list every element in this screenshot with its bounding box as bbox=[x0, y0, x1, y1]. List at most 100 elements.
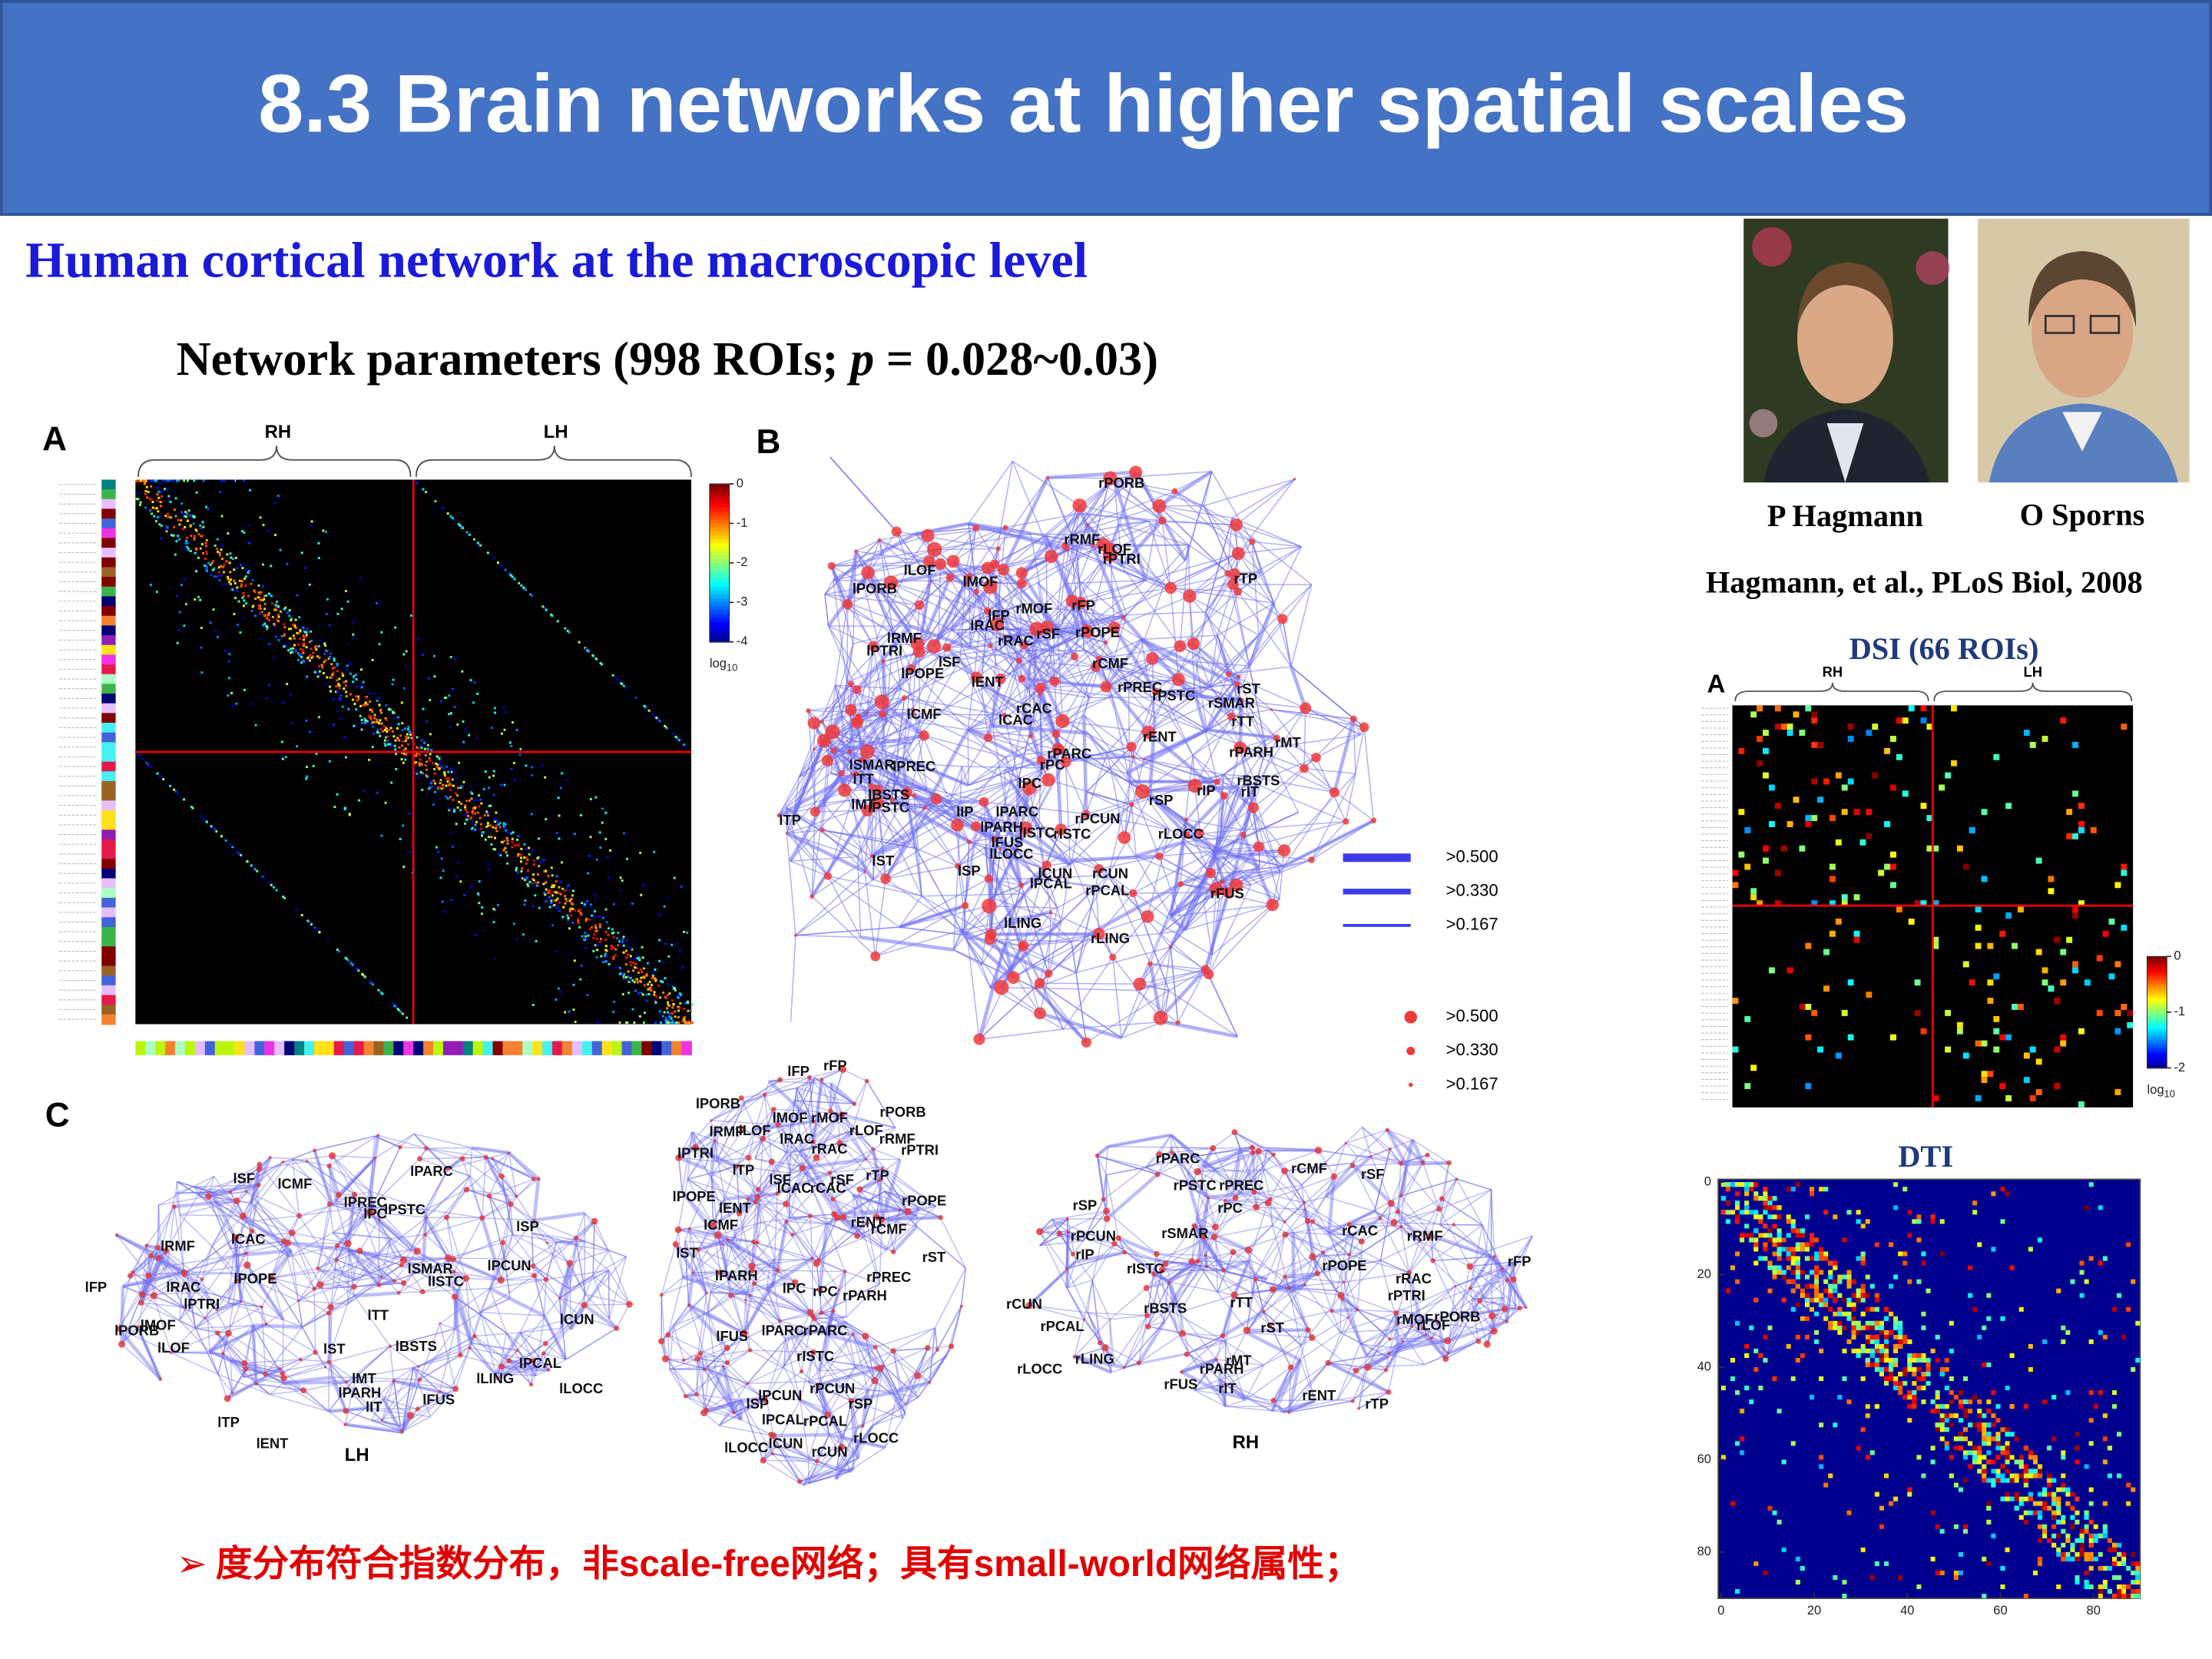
matrix-cell bbox=[1986, 1432, 1992, 1437]
matrix-cell bbox=[2098, 1205, 2103, 1210]
matrix-cell bbox=[2065, 1487, 2071, 1492]
matrix-cell bbox=[257, 607, 260, 610]
matrix-cell bbox=[253, 589, 256, 592]
matrix-cell bbox=[1907, 1487, 1912, 1492]
matrix-cell bbox=[175, 540, 178, 543]
matrix-cell bbox=[604, 811, 608, 814]
matrix-cell bbox=[1902, 1339, 1908, 1344]
matrix-cell bbox=[394, 739, 397, 742]
colorbar-segment bbox=[709, 622, 730, 628]
matrix-cell bbox=[279, 548, 282, 551]
matrix-cell bbox=[674, 1015, 677, 1018]
matrix-cell bbox=[2093, 1404, 2098, 1409]
matrix-cell bbox=[137, 492, 140, 495]
matrix-cell bbox=[1883, 1339, 1889, 1344]
matrix-cell bbox=[1767, 1505, 1773, 1511]
matrix-cell bbox=[538, 837, 540, 840]
matrix-cell bbox=[298, 637, 301, 641]
matrix-cell bbox=[1982, 1422, 1987, 1428]
matrix-cell bbox=[1767, 1214, 1773, 1220]
matrix-cell bbox=[1781, 1247, 1786, 1252]
matrix-cell bbox=[360, 686, 363, 689]
matrix-cell bbox=[531, 773, 534, 777]
matrix-cell bbox=[636, 957, 639, 960]
roi-strip bbox=[641, 1041, 653, 1055]
network-edge bbox=[1018, 628, 1041, 688]
matrix-cell bbox=[621, 993, 624, 995]
matrix-cell bbox=[1823, 1256, 1829, 1261]
network-edge bbox=[831, 548, 935, 567]
matrix-cell bbox=[1720, 1455, 1726, 1460]
matrix-cell bbox=[406, 728, 409, 730]
matrix-cell bbox=[641, 993, 644, 996]
matrix-cell bbox=[346, 664, 349, 667]
network-edge bbox=[885, 866, 959, 879]
matrix-cell bbox=[2023, 1052, 2030, 1059]
matrix-cell bbox=[260, 599, 263, 602]
matrix-cell bbox=[453, 810, 455, 813]
matrix-cell bbox=[296, 631, 299, 634]
matrix-cell bbox=[362, 704, 365, 707]
matrix-cell bbox=[410, 737, 413, 740]
matrix-cell bbox=[355, 678, 358, 681]
matrix-cell bbox=[502, 706, 505, 709]
matrix-cell bbox=[244, 568, 247, 571]
colorbar-segment bbox=[2147, 1059, 2167, 1064]
matrix-cell bbox=[328, 655, 331, 658]
matrix-cell bbox=[432, 762, 434, 765]
matrix-cell bbox=[2102, 1533, 2108, 1538]
matrix-cell bbox=[504, 823, 507, 826]
matrix-cell bbox=[345, 667, 348, 671]
matrix-cell bbox=[1763, 1247, 1768, 1252]
matrix-cell bbox=[389, 743, 392, 746]
matrix-cell bbox=[464, 806, 467, 809]
matrix-cell bbox=[299, 629, 302, 632]
matrix-cell bbox=[671, 1020, 674, 1023]
matrix-cell bbox=[621, 879, 624, 882]
matrix-cell bbox=[183, 578, 186, 581]
matrix-cell bbox=[663, 1011, 666, 1014]
matrix-cell bbox=[295, 648, 298, 651]
matrix-cell bbox=[1991, 1478, 1996, 1483]
matrix-cell bbox=[535, 940, 538, 942]
matrix-cell bbox=[186, 541, 189, 545]
matrix-cell bbox=[376, 730, 379, 733]
matrix-cell bbox=[634, 989, 637, 992]
roi-strip bbox=[101, 742, 116, 753]
matrix-cell bbox=[1780, 845, 1787, 852]
roi-strip bbox=[101, 684, 116, 694]
matrix-cell bbox=[2005, 1094, 2012, 1101]
network-edge bbox=[795, 871, 866, 936]
matrix-cell bbox=[531, 849, 534, 853]
matrix-cell bbox=[605, 955, 608, 958]
matrix-cell bbox=[417, 747, 420, 750]
matrix-cell bbox=[1725, 1182, 1730, 1187]
matrix-cell bbox=[461, 527, 464, 529]
colorbar-segment bbox=[2147, 992, 2167, 997]
matrix-cell bbox=[239, 631, 242, 634]
matrix-cell bbox=[495, 819, 498, 822]
matrix-cell bbox=[457, 522, 460, 525]
brace bbox=[1933, 682, 2133, 701]
matrix-cell bbox=[588, 928, 591, 931]
network-edge bbox=[1247, 602, 1276, 667]
matrix-cell bbox=[1740, 1210, 1745, 1215]
network-edge bbox=[1039, 982, 1140, 985]
matrix-cell bbox=[180, 796, 184, 799]
network-edge bbox=[1037, 582, 1100, 660]
matrix-cell bbox=[183, 798, 186, 801]
matrix-cell bbox=[153, 507, 156, 510]
photo-hagmann bbox=[1743, 218, 1950, 483]
matrix-cell bbox=[1982, 1325, 1987, 1330]
matrix-cell bbox=[2135, 1570, 2141, 1575]
matrix-cell bbox=[1921, 1353, 1926, 1358]
matrix-cell bbox=[2023, 1594, 2028, 1599]
matrix-cell bbox=[183, 624, 186, 628]
matrix-cell bbox=[160, 490, 163, 493]
matrix-cell bbox=[2047, 1445, 2052, 1451]
matrix-cell bbox=[498, 821, 502, 824]
matrix-cell bbox=[303, 638, 306, 641]
matrix-cell bbox=[1860, 1547, 1866, 1552]
network-edge bbox=[1022, 869, 1045, 946]
matrix-cell bbox=[2009, 1473, 2015, 1479]
